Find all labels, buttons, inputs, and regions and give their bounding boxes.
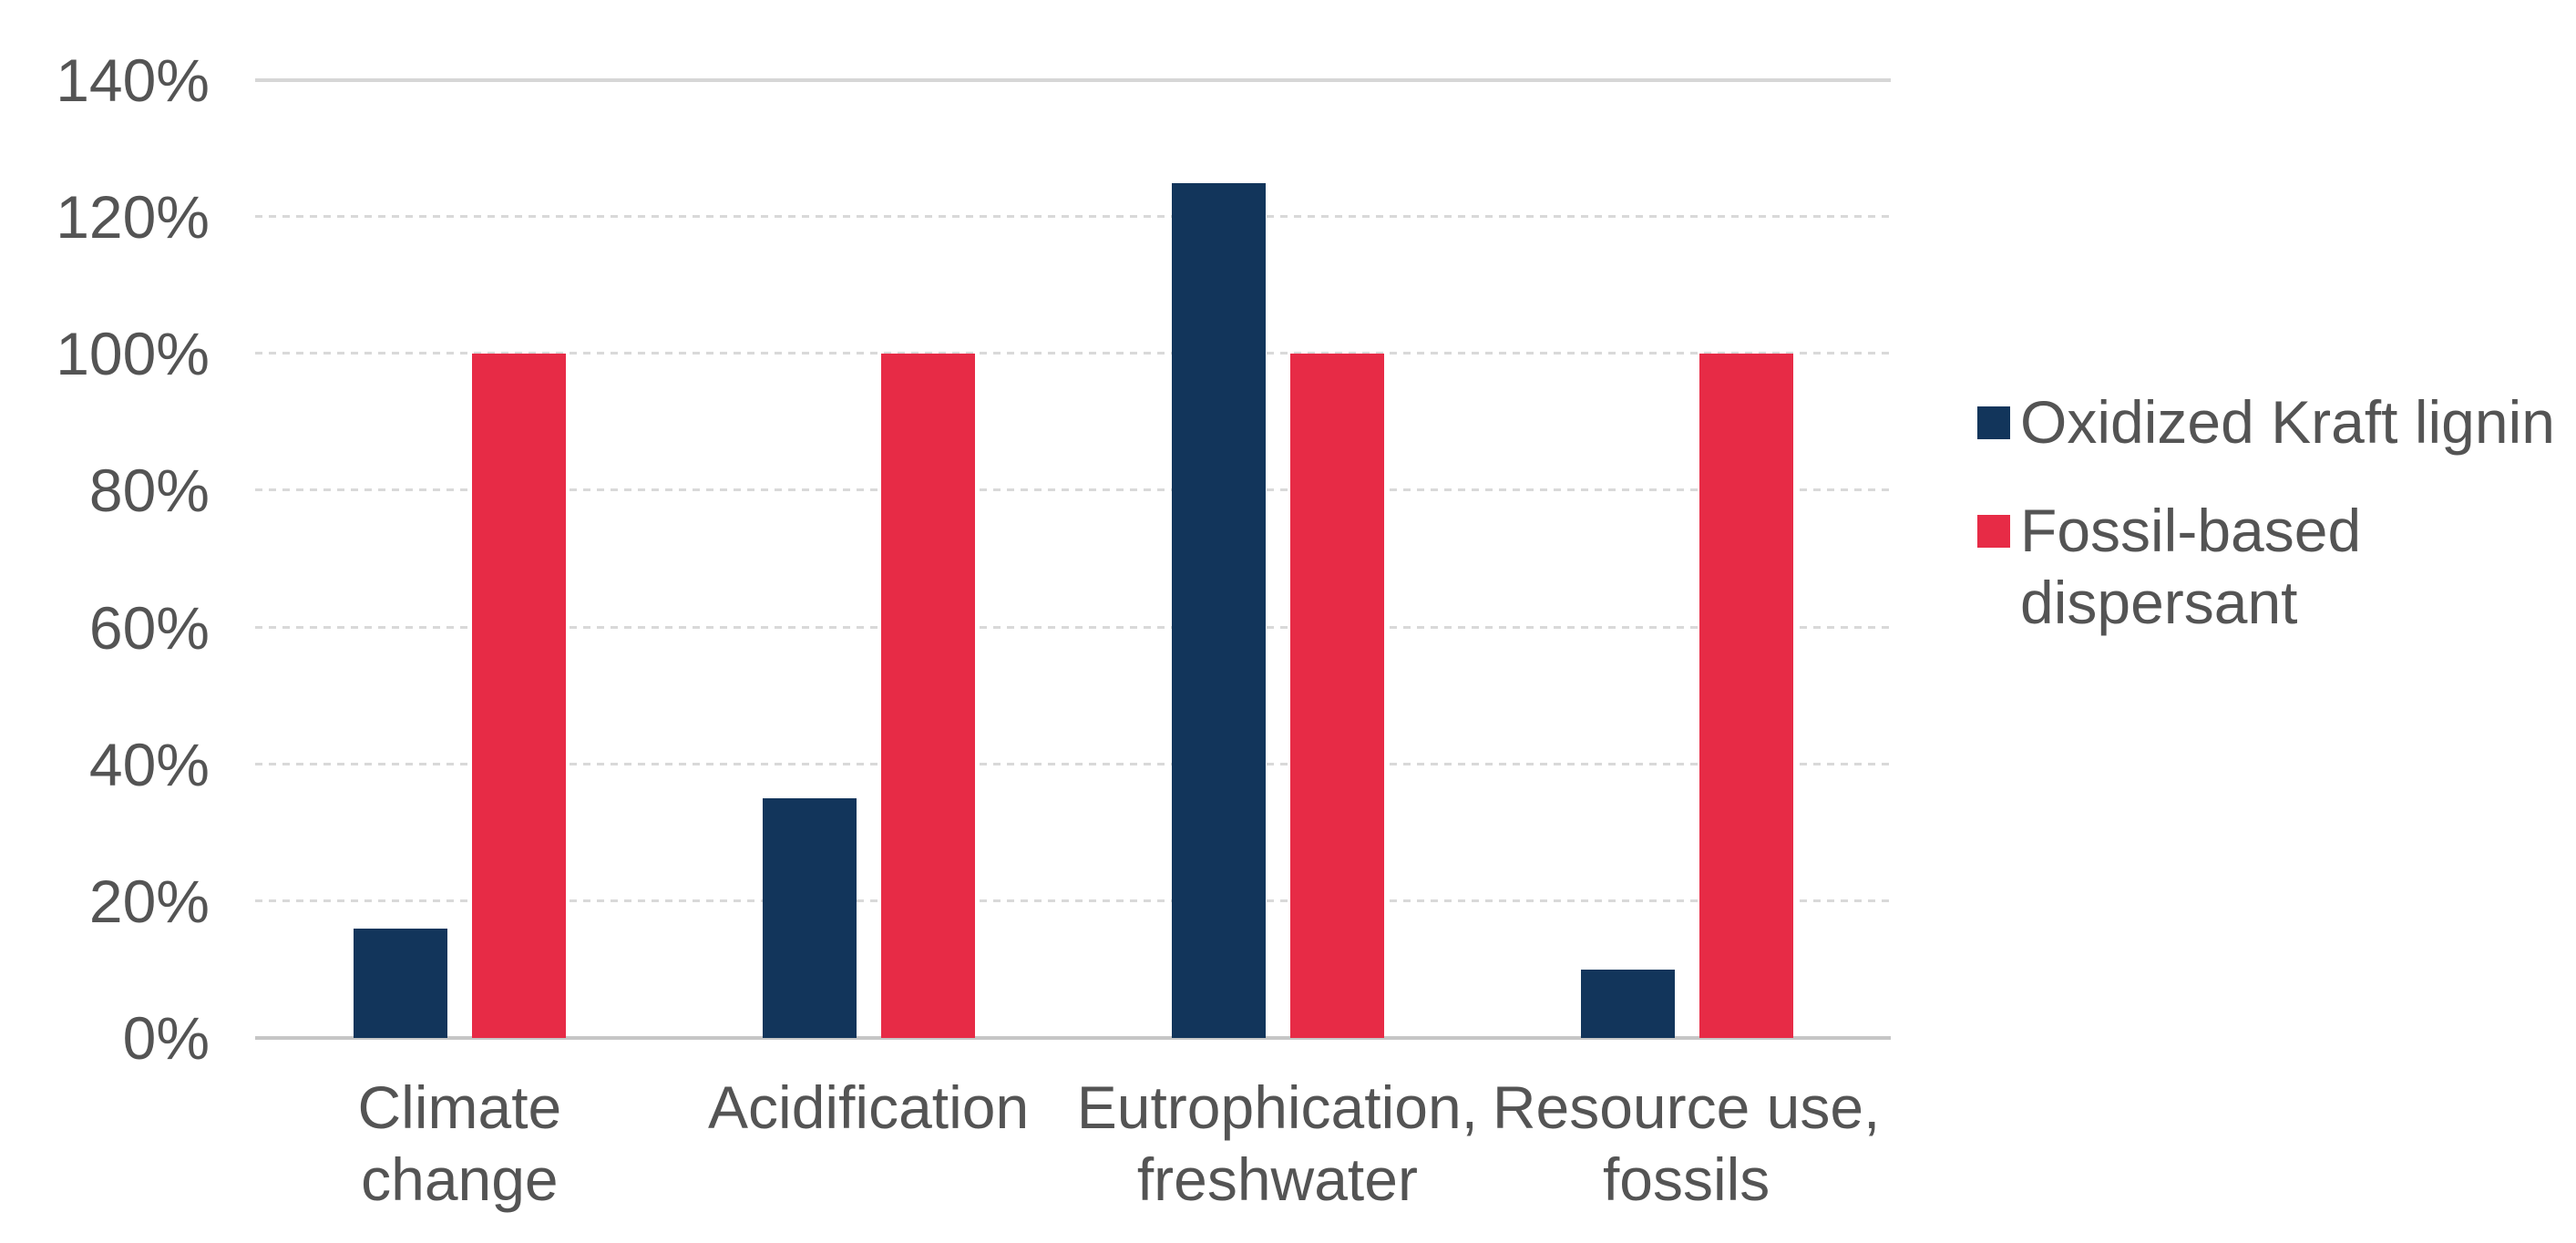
legend-swatch-fossil-based-dispersant — [1977, 515, 2010, 548]
bar-oxidized-kraft-lignin-resource-use-fossils — [1580, 969, 1675, 1038]
bar-fossil-based-dispersant-eutrophication-freshwater — [1289, 354, 1384, 1038]
legend-label: Oxidized Kraft lignin — [2020, 388, 2555, 456]
gridline-120 — [255, 215, 1891, 219]
x-category-label-climate-change: Climate change — [357, 1074, 562, 1213]
y-tick-label-60: 60% — [88, 593, 210, 662]
legend-item-fossil-based-dispersant: Fossil-based dispersant — [1977, 495, 2576, 639]
legend: Oxidized Kraft lignin Fossil-based dispe… — [1977, 386, 2576, 639]
x-category-label-acidification: Acidification — [708, 1074, 1030, 1141]
y-tick-label-120: 120% — [56, 183, 210, 252]
legend-label: Fossil-based dispersant — [2020, 497, 2362, 636]
y-tick-label-0: 0% — [122, 1004, 210, 1072]
legend-swatch-oxidized-kraft-lignin — [1977, 406, 2010, 439]
y-tick-label-140: 140% — [56, 46, 210, 114]
bar-oxidized-kraft-lignin-eutrophication-freshwater — [1171, 182, 1266, 1038]
bar-fossil-based-dispersant-resource-use-fossils — [1699, 354, 1793, 1038]
y-tick-label-80: 80% — [88, 457, 210, 525]
y-tick-label-100: 100% — [56, 320, 210, 388]
bar-fossil-based-dispersant-acidification — [881, 354, 976, 1038]
y-tick-label-20: 20% — [88, 867, 210, 935]
y-tick-label-40: 40% — [88, 730, 210, 798]
x-category-label-eutrophication-freshwater: Eutrophication, freshwater — [1076, 1074, 1479, 1213]
gridline-140 — [255, 78, 1891, 82]
bar-fossil-based-dispersant-climate-change — [472, 354, 567, 1038]
bar-oxidized-kraft-lignin-climate-change — [354, 928, 448, 1038]
legend-item-oxidized-kraft-lignin: Oxidized Kraft lignin — [1977, 386, 2576, 458]
x-category-label-resource-use-fossils: Resource use, fossils — [1492, 1074, 1881, 1213]
bar-oxidized-kraft-lignin-acidification — [763, 798, 857, 1038]
